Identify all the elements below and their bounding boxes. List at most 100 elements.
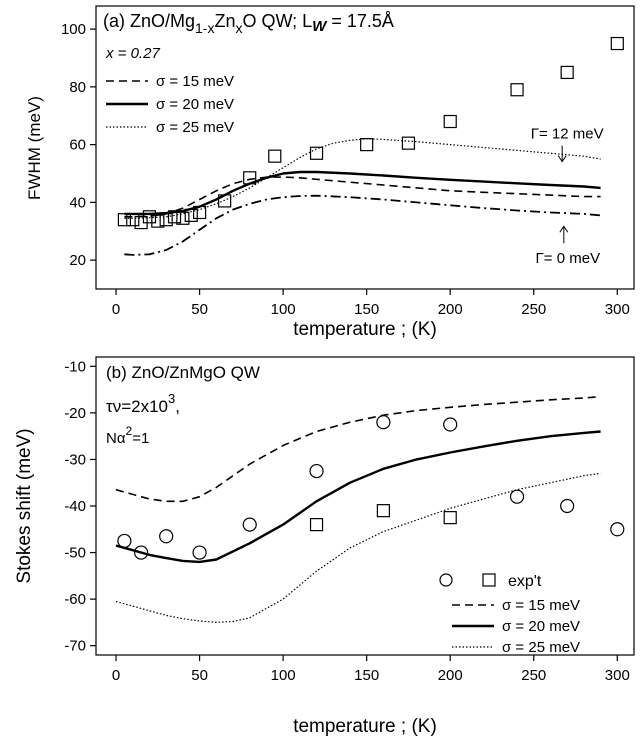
panel-b-data-point-circle bbox=[134, 545, 149, 560]
panel-a-x-axis: 0 50 100 150 200 250 300 bbox=[112, 289, 630, 318]
panel-b-data-point-square bbox=[309, 518, 324, 532]
panel-b-series-line-dotted bbox=[115, 472, 601, 623]
panel-b-y-tick-label: -40 bbox=[64, 498, 86, 515]
legend-label-sigma20: σ = 20 meV bbox=[502, 618, 580, 635]
panel-b-data-point-circle bbox=[192, 545, 207, 560]
panel-b-data-point-square bbox=[376, 504, 390, 518]
panel-a-x-tick-label: 0 bbox=[112, 301, 120, 318]
legend-label-sigma25: σ = 25 meV bbox=[156, 119, 234, 136]
panel-b: 0 50 100 150 200 250 300 -70 -60 -50 -40 -30 -20 -10… bbox=[14, 356, 635, 737]
panel-a-data-point-square bbox=[560, 65, 574, 80]
panel-a-x-tick-label: 200 bbox=[438, 301, 463, 318]
panel-a-y-tick-label: 80 bbox=[69, 79, 86, 96]
panel-b-y-tick-label: -60 bbox=[64, 591, 86, 608]
panel-a-series-line-dash-dot bbox=[124, 194, 601, 256]
annotation-gamma-label: Γ= 12 meV bbox=[531, 126, 604, 143]
panel-a-data-point-square bbox=[360, 138, 374, 152]
legend-x-value: x = 0.27 bbox=[105, 45, 160, 62]
panel-a-series-line-dashed bbox=[124, 176, 601, 218]
panel-a-x-tick-label: 50 bbox=[191, 301, 208, 318]
panel-b-data-point-square bbox=[443, 511, 457, 525]
panel-a-data-point-square bbox=[610, 36, 624, 51]
panel-b-data-point-circle bbox=[376, 415, 391, 430]
annotation-arrowhead bbox=[557, 155, 567, 163]
panel-b-x-tick-label: 150 bbox=[354, 667, 379, 684]
panel-a-legend: x = 0.27 σ = 15 meV σ = 20 meV σ = 25 me… bbox=[105, 45, 234, 136]
panel-a-data-point-square bbox=[268, 149, 282, 163]
legend-label-sigma15: σ = 15 meV bbox=[502, 597, 580, 614]
panel-a-data-point-square bbox=[309, 146, 324, 160]
panel-b-xlabel: temperature ; (K) bbox=[293, 716, 437, 737]
panel-b-legend: exp't σ = 15 meV σ = 20 meV σ = 25 meV bbox=[439, 573, 580, 656]
panel-b-y-tick-label: -30 bbox=[64, 451, 86, 468]
panel-b-ylabel: Stokes shift (meV) bbox=[14, 428, 35, 583]
legend-marker-square bbox=[482, 573, 496, 587]
legend-label-sigma20: σ = 20 meV bbox=[156, 96, 234, 113]
panel-b-data-point-circle bbox=[242, 517, 257, 532]
panel-b-data-point-circle bbox=[117, 533, 132, 549]
panel-a-y-tick-label: 100 bbox=[61, 21, 86, 38]
panel-b-data-point-circle bbox=[159, 529, 174, 544]
panel-a-data-point-square bbox=[151, 214, 165, 228]
legend-label-sigma15: σ = 15 meV bbox=[156, 73, 234, 90]
panel-b-y-tick-label: -20 bbox=[64, 405, 86, 422]
panel-b-series-line-dashed bbox=[115, 395, 601, 503]
panel-a-x-tick-label: 250 bbox=[521, 301, 546, 318]
panel-a-data-point-square bbox=[184, 208, 198, 222]
panel-a-y-tick-label: 20 bbox=[69, 252, 86, 269]
legend-label-expt: exp't bbox=[508, 573, 542, 590]
panel-b-y-tick-label: -10 bbox=[64, 358, 86, 375]
panel-a-data-point-square bbox=[218, 194, 232, 208]
panel-b-data-point-circle bbox=[443, 417, 458, 432]
panel-b-data-point-circle bbox=[610, 522, 625, 537]
panel-a-frame bbox=[95, 5, 635, 290]
panel-a-data-point-square bbox=[167, 210, 182, 224]
panel-b-x-tick-label: 250 bbox=[521, 667, 546, 684]
panel-a-data-point-square bbox=[443, 114, 457, 129]
panel-a: 0 50 100 150 200 250 300 20 40 60 80 100 FWHM (meV… bbox=[25, 5, 635, 340]
annotation-gamma-label: Γ= 0 meV bbox=[536, 250, 601, 267]
panel-a-xlabel: temperature ; (K) bbox=[293, 319, 437, 340]
panel-a-y-tick-label: 60 bbox=[69, 137, 86, 154]
panel-b-x-tick-label: 100 bbox=[271, 667, 296, 684]
panel-a-data-point-square bbox=[176, 211, 190, 225]
panel-b-x-axis: 0 50 100 150 200 250 300 bbox=[112, 655, 630, 684]
legend-label-sigma25: σ = 25 meV bbox=[502, 639, 580, 656]
panel-a-title: (a) ZnO/Mg1-xZnxO QW; LW = 17.5Å bbox=[103, 11, 394, 36]
panel-b-series-line-solid bbox=[115, 430, 601, 564]
panel-a-data-point-square bbox=[159, 213, 173, 227]
panel-a-x-tick-label: 300 bbox=[605, 301, 630, 318]
panel-a-x-tick-label: 100 bbox=[271, 301, 296, 318]
panel-b-title: (b) ZnO/ZnMgO QW bbox=[106, 363, 260, 382]
panel-a-series bbox=[117, 36, 624, 256]
panel-a-data-point-square bbox=[142, 210, 157, 224]
panel-b-param-tau: τν=2x103, bbox=[106, 391, 180, 416]
panel-a-data-point-square bbox=[243, 171, 257, 185]
panel-a-x-tick-label: 150 bbox=[354, 301, 379, 318]
panel-b-x-tick-label: 200 bbox=[438, 667, 463, 684]
panel-a-series-line-solid bbox=[124, 170, 601, 216]
panel-b-data-point-circle bbox=[309, 463, 324, 479]
panel-a-ylabel: FWHM (meV) bbox=[25, 96, 44, 200]
panel-a-data-point-square bbox=[192, 205, 207, 220]
panel-b-series bbox=[115, 395, 625, 623]
panel-b-data-point-circle bbox=[509, 489, 525, 504]
panel-b-x-tick-label: 300 bbox=[605, 667, 630, 684]
panel-a-y-tick-label: 40 bbox=[69, 194, 86, 211]
annotation-arrowhead bbox=[559, 225, 569, 233]
legend-marker-circle bbox=[439, 573, 453, 587]
panel-b-y-tick-label: -70 bbox=[64, 638, 86, 655]
panel-a-data-point-square bbox=[401, 136, 416, 150]
panel-b-x-tick-label: 50 bbox=[191, 667, 208, 684]
panel-a-data-point-square bbox=[117, 213, 132, 227]
panel-a-data-point-square bbox=[126, 213, 140, 227]
panel-b-param-n: Nα2=1 bbox=[106, 424, 149, 447]
panel-b-x-tick-label: 0 bbox=[112, 667, 120, 684]
panel-a-annotations: Γ= 12 meV Γ= 0 meV bbox=[531, 126, 604, 268]
panel-b-y-axis: -70 -60 -50 -40 -30 -20 -10 bbox=[64, 358, 96, 655]
panel-a-data-point-square bbox=[510, 83, 524, 97]
panel-a-series-line-dotted bbox=[124, 138, 601, 219]
panel-b-data-point-circle bbox=[560, 498, 575, 514]
panel-b-y-tick-label: -50 bbox=[64, 545, 86, 562]
